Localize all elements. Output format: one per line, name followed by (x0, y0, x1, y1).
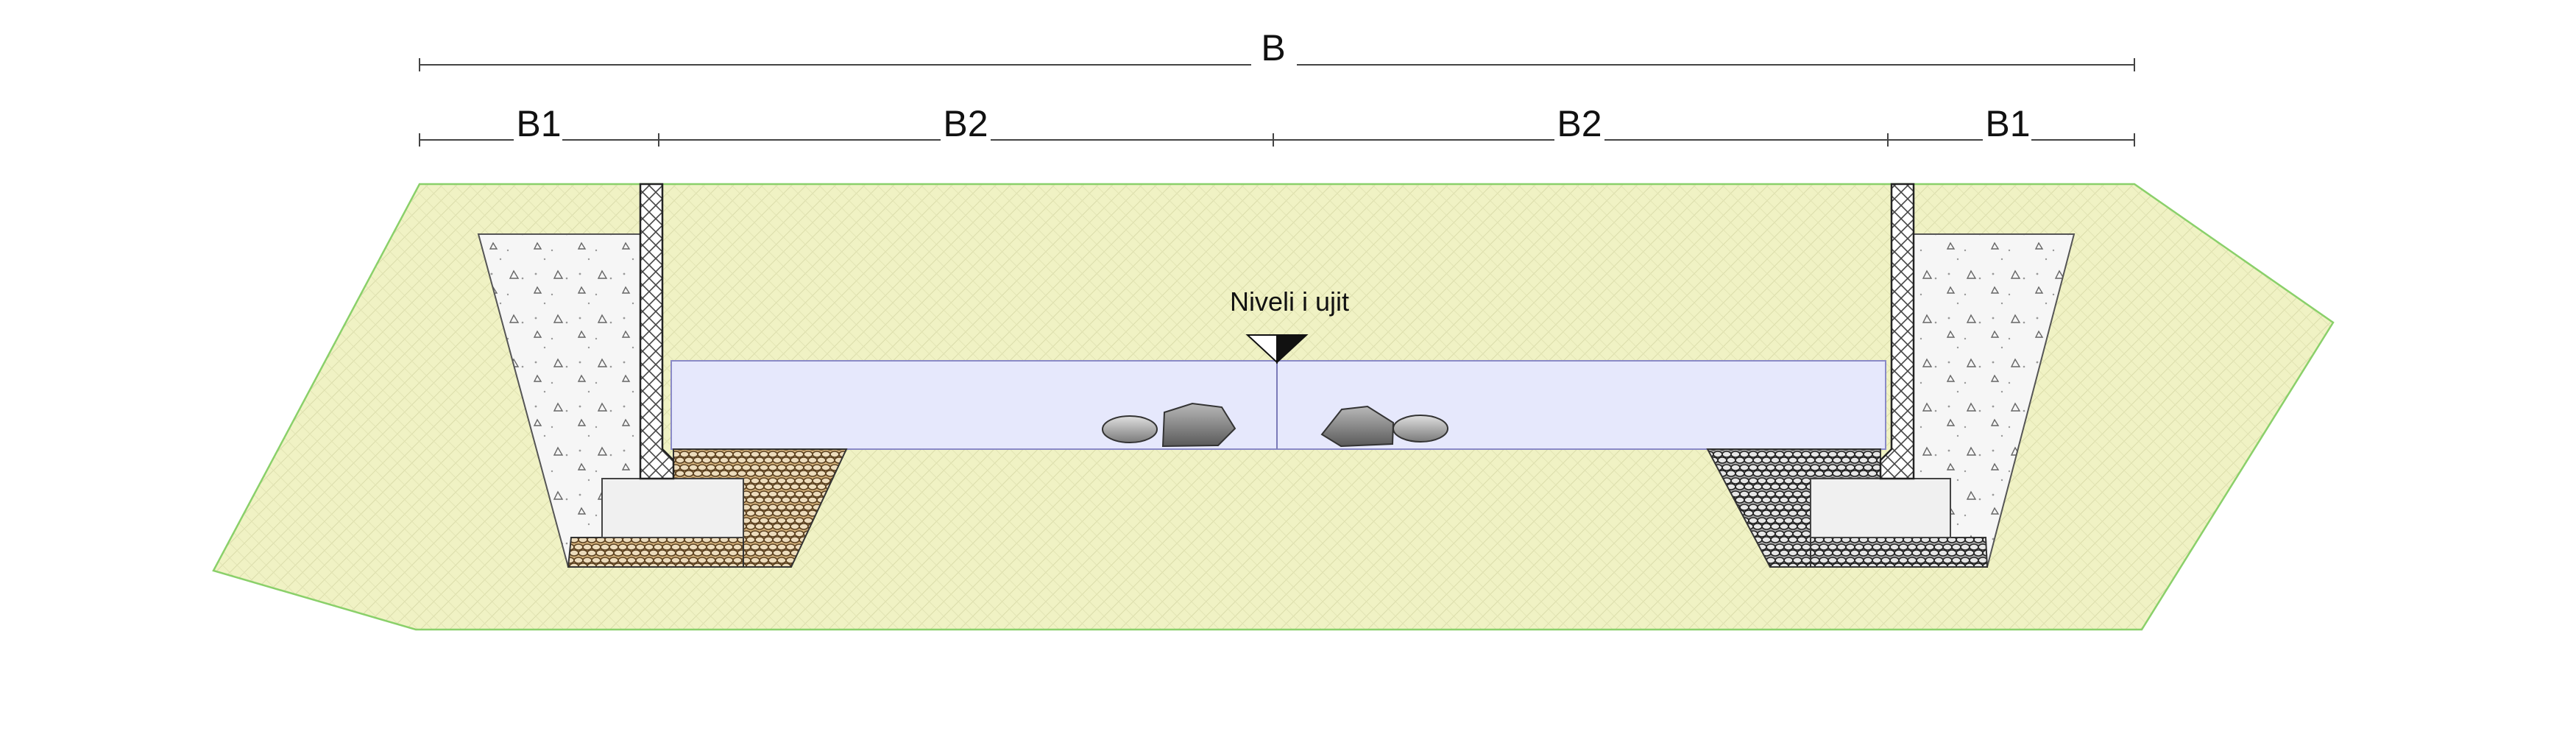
segment-label-b1-right: B1 (1985, 103, 2030, 144)
stone-right-large (1320, 405, 1395, 448)
segment-label-b2-left: B2 (943, 103, 988, 144)
overall-dimension-label: B (1261, 27, 1285, 68)
water-body (670, 360, 1886, 450)
segment-dimensions: B1 B2 B2 B1 (419, 103, 2135, 147)
left-retaining-wall (477, 183, 848, 568)
riverbed-stones (1102, 402, 1448, 448)
water-level-label: Niveli i ujit (1230, 286, 1349, 317)
water-level-triangle-filled (1276, 334, 1309, 364)
water-level-symbol (1245, 334, 1309, 364)
left-footing (601, 478, 744, 538)
left-wall-stem (639, 183, 675, 480)
stone-left-large (1161, 402, 1236, 448)
overall-dimension: B (419, 27, 2135, 71)
stone-right-small (1393, 415, 1448, 443)
segment-label-b2-right: B2 (1557, 103, 1602, 144)
right-wall-stem (1879, 183, 1915, 480)
right-footing (1810, 478, 1951, 538)
right-retaining-wall (1706, 183, 2076, 568)
stone-left-small (1102, 415, 1158, 443)
segment-label-b1-left: B1 (516, 103, 561, 144)
